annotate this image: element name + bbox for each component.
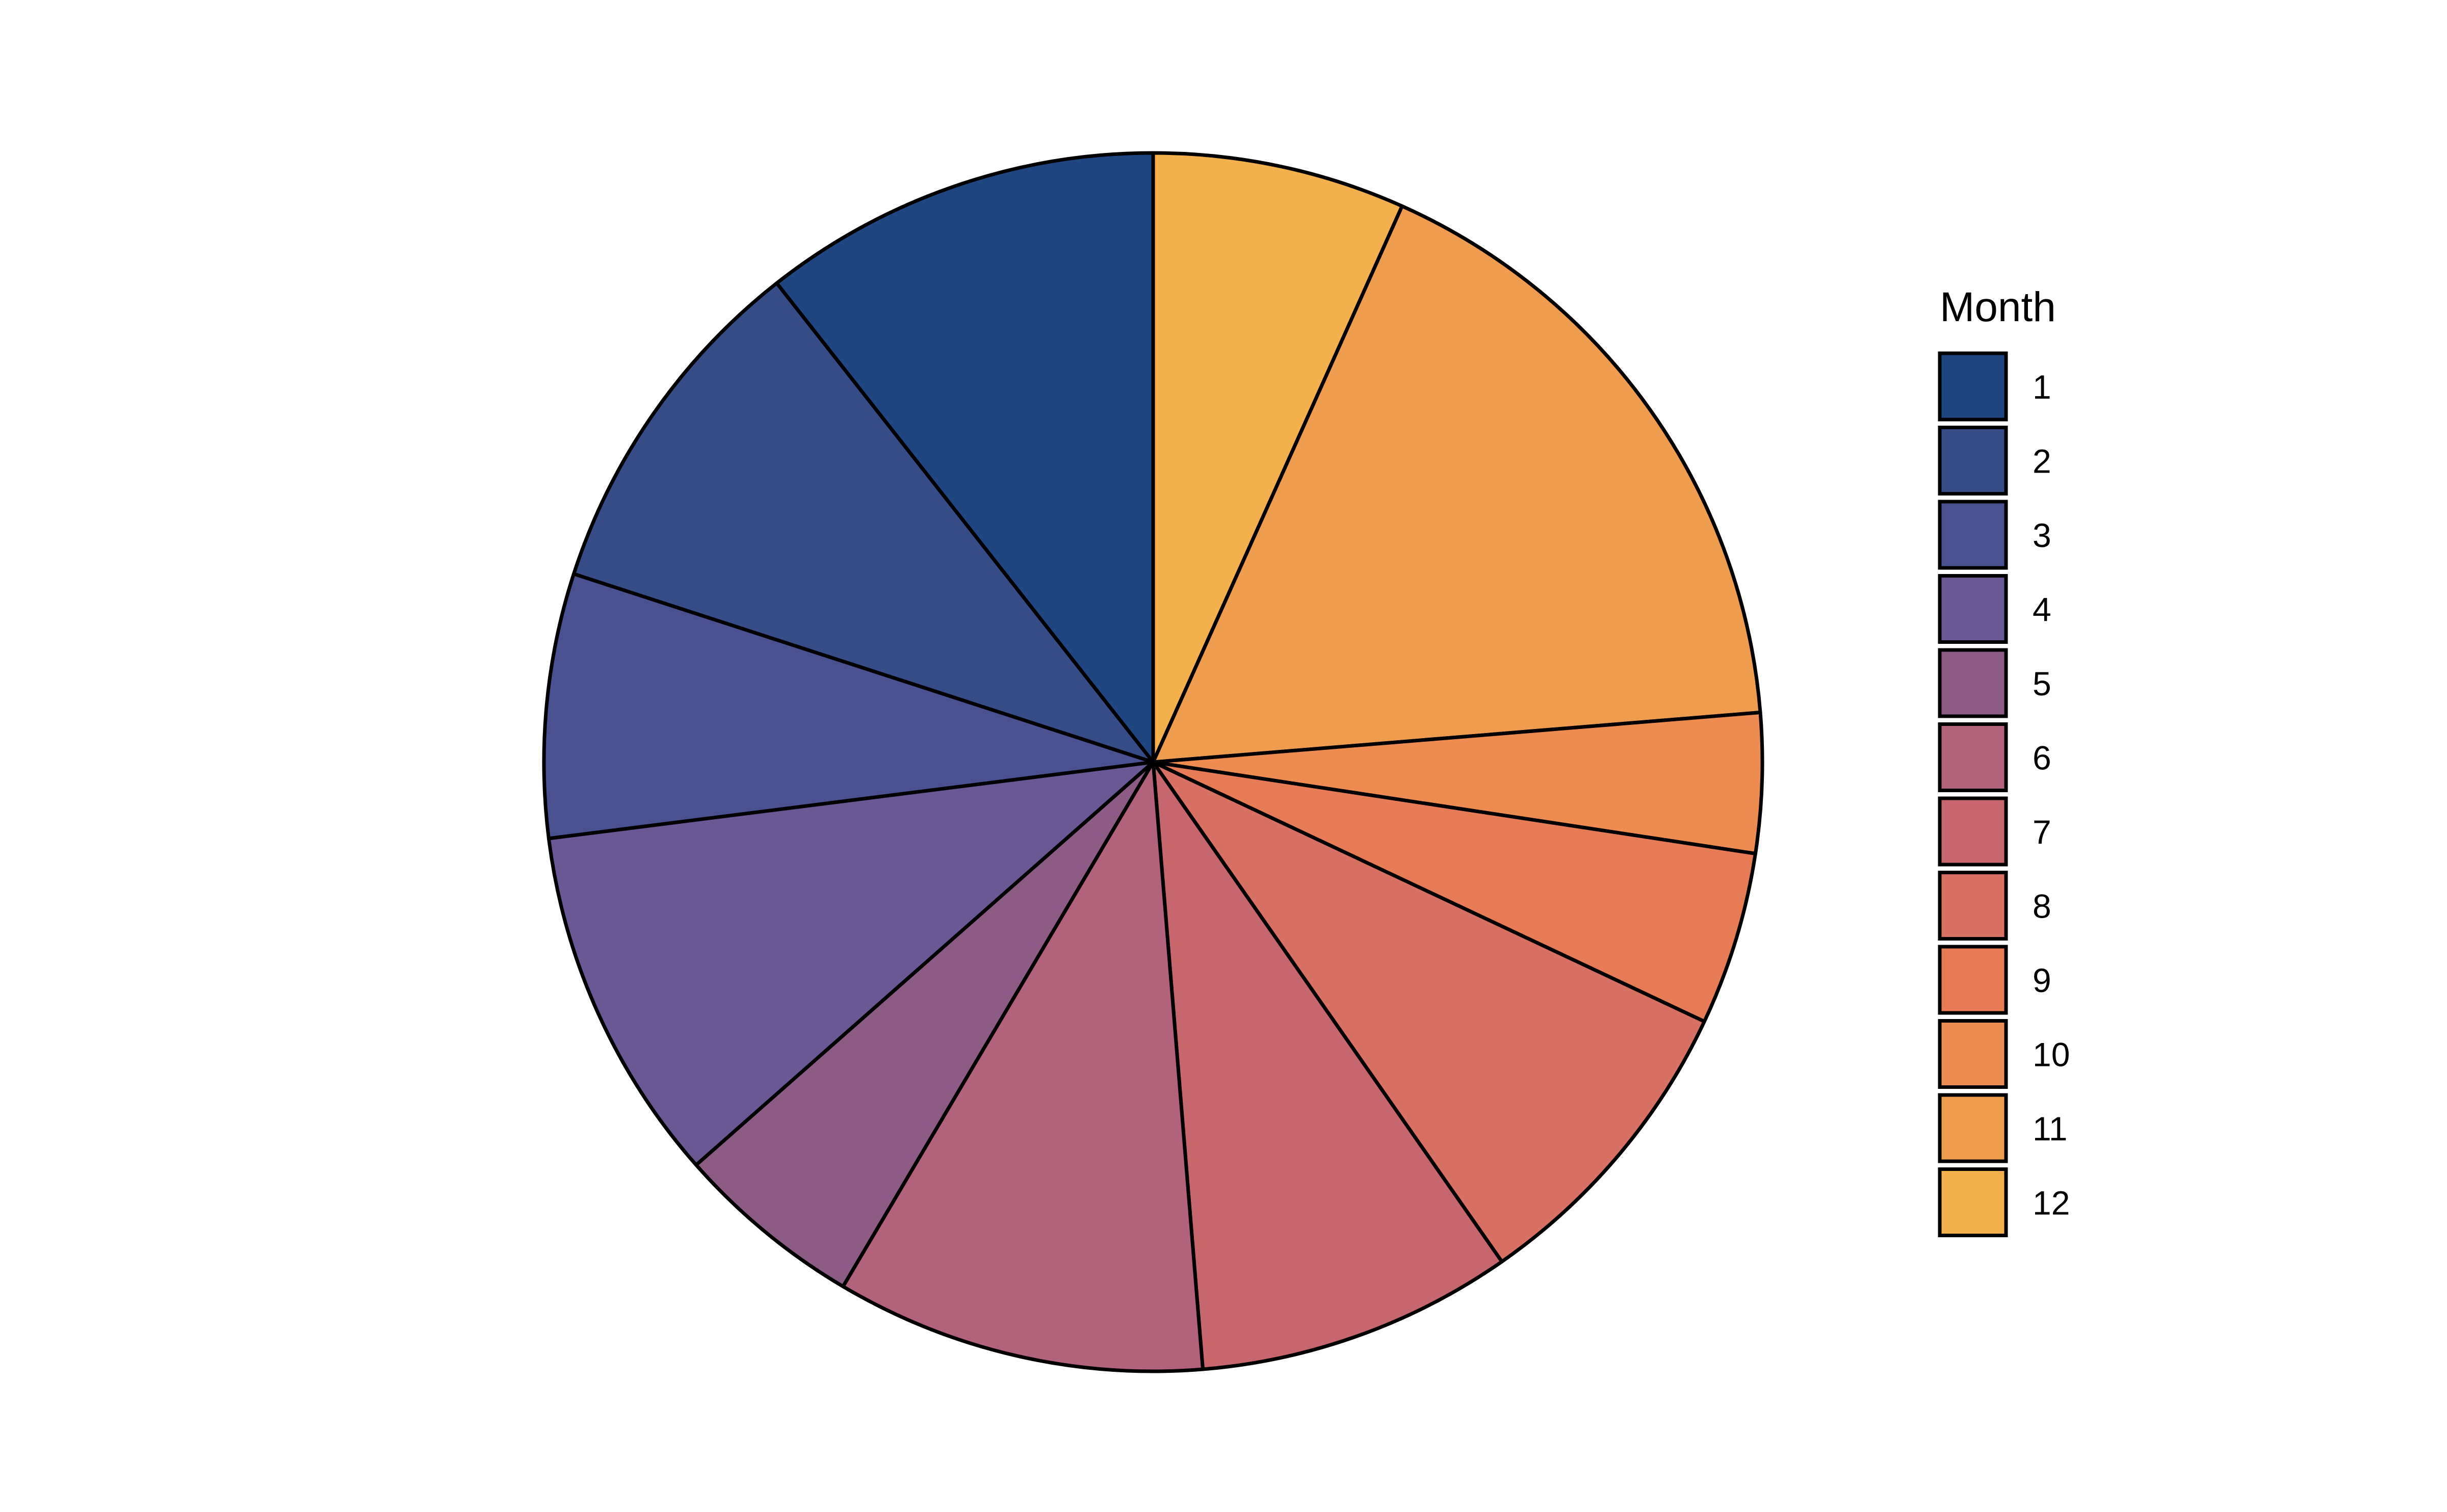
pie-slice-month-11 — [1151, 204, 1762, 764]
legend-label-month-11: 11 — [2033, 1110, 2068, 1148]
pie-slice-month-6 — [841, 760, 1205, 1373]
legend-key-month-8 — [1938, 871, 2008, 941]
pie-slice-month-8 — [1151, 760, 1706, 1264]
legend-label-month-3: 3 — [2033, 516, 2051, 554]
pie-slice-month-1 — [775, 151, 1155, 764]
legend-label-month-9: 9 — [2033, 961, 2051, 999]
legend-label-month-7: 7 — [2033, 813, 2051, 851]
pie-slice-month-10 — [1151, 711, 1764, 856]
pie-slice-month-9 — [1151, 760, 1757, 1024]
legend-key-month-6 — [1938, 722, 2008, 792]
legend-key-month-2 — [1938, 426, 2008, 496]
legend-label-month-4: 4 — [2033, 591, 2051, 629]
pie-slice-month-7 — [1151, 760, 1504, 1371]
pie-slice-month-5 — [694, 760, 1155, 1289]
pie-slice-month-12 — [1151, 151, 1404, 764]
legend-key-month-1 — [1938, 351, 2008, 422]
legend-key-month-4 — [1938, 574, 2008, 644]
legend-key-month-10 — [1938, 1019, 2008, 1089]
legend-key-month-12 — [1938, 1167, 2008, 1237]
legend-label-month-1: 1 — [2033, 368, 2051, 406]
pie-slices — [542, 151, 1764, 1373]
legend-key-month-3 — [1938, 500, 2008, 570]
legend-label-month-6: 6 — [2033, 739, 2051, 777]
pie-slice-month-4 — [546, 760, 1155, 1167]
legend-label-month-12: 12 — [2033, 1184, 2070, 1222]
legend-title: Month — [1940, 284, 2056, 330]
legend-key-month-9 — [1938, 945, 2008, 1015]
legend-label-month-8: 8 — [2033, 888, 2051, 925]
legend-key-month-7 — [1938, 796, 2008, 867]
legend-key-month-5 — [1938, 648, 2008, 718]
legend-label-month-10: 10 — [2033, 1036, 2070, 1074]
legend-label-month-5: 5 — [2033, 665, 2051, 702]
legend-label-month-2: 2 — [2033, 442, 2051, 480]
legend-key-month-11 — [1938, 1093, 2008, 1163]
pie-slice-month-2 — [571, 281, 1155, 764]
pie-slice-month-3 — [542, 572, 1155, 841]
